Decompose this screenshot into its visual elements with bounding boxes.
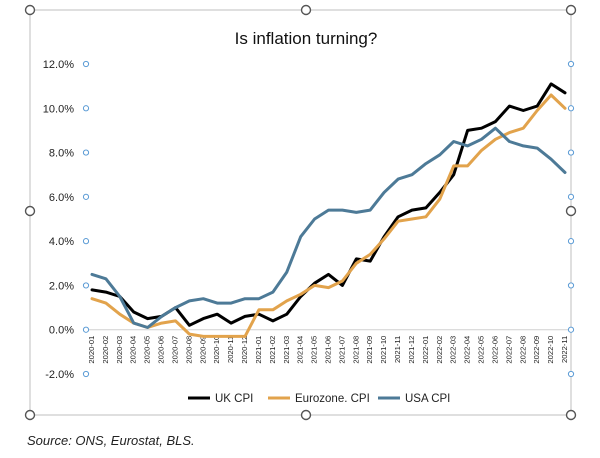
legend-label: UK CPI [215,393,253,405]
x-tick-label: 2020-10 [212,336,221,364]
x-tick-label: 2022-05 [477,336,486,364]
x-tick-label: 2022-11 [560,336,569,363]
chart-resize-handle[interactable] [300,409,312,421]
plot-area-handle[interactable] [82,149,90,156]
plot-area-handle[interactable] [567,326,575,333]
y-tick-label: 8.0% [49,148,74,160]
x-tick-label: 2021-12 [407,336,416,364]
series-line [90,126,567,329]
plot-area-handle[interactable] [82,370,90,378]
chart-resize-handle[interactable] [565,409,577,421]
x-tick-label: 2020-01 [87,336,96,364]
plot-area-handle[interactable] [567,282,575,289]
x-tick-label: 2021-01 [254,336,263,364]
x-axis-ticks: 2020-01 2020-02 2020-03 2020-04 2020-05 2020-… [87,336,569,364]
x-tick-label: 2021-05 [310,336,319,364]
source-note: Source: ONS, Eurostat, BLS. [27,433,195,448]
chart-resize-handle[interactable] [24,205,36,217]
x-tick-label: 2021-07 [337,336,346,364]
x-tick-label: 2022-06 [490,336,499,364]
chart-resize-handle[interactable] [24,4,36,16]
plot-area-handle[interactable] [567,238,575,245]
plot-area-handle[interactable] [82,193,90,200]
x-tick-label: 2022-10 [546,336,555,364]
x-tick-label: 2020-08 [184,336,193,364]
plot-area-handle[interactable] [82,238,90,245]
y-tick-label: 6.0% [49,192,74,204]
y-tick-label: 4.0% [49,236,74,248]
x-tick-label: 2020-12 [240,336,249,364]
x-tick-label: 2022-02 [435,336,444,364]
y-tick-label: 10.0% [43,103,74,115]
x-tick-label: 2020-04 [129,336,138,364]
x-tick-label: 2021-03 [282,336,291,364]
plot-area-handle[interactable] [82,282,90,289]
x-tick-label: 2022-03 [449,336,458,364]
plot-area-handle[interactable] [82,60,90,68]
x-tick-label: 2020-02 [101,336,110,364]
x-tick-label: 2021-06 [324,336,333,364]
x-tick-label: 2021-10 [379,336,388,364]
chart-selection-handles[interactable] [24,4,577,421]
x-tick-label: 2020-09 [198,336,207,364]
x-tick-label: 2020-06 [157,336,166,364]
y-tick-label: 12.0% [43,59,74,71]
plot-area-handle[interactable] [82,105,90,112]
legend: UK CPI Eurozone. CPI USA CPI [188,393,450,405]
x-tick-label: 2022-01 [421,336,430,364]
x-tick-label: 2021-02 [268,336,277,364]
x-tick-label: 2021-08 [351,336,360,364]
x-tick-label: 2020-05 [143,336,152,364]
x-tick-label: 2022-04 [463,336,472,364]
x-tick-label: 2021-09 [365,336,374,364]
y-tick-label: 2.0% [49,280,74,292]
chart-resize-handle[interactable] [565,205,577,217]
x-tick-label: 2020-07 [170,336,179,364]
chart-resize-handle[interactable] [565,4,577,16]
x-tick-label: 2020-03 [115,336,124,364]
y-tick-label: 0.0% [49,325,74,337]
plot-area-handle[interactable] [567,193,575,200]
plot-area-handle[interactable] [567,149,575,156]
chart-resize-handle[interactable] [300,4,312,16]
plot-area-handle[interactable] [82,326,90,333]
y-axis-ticks: 12.0% 10.0% 8.0% 6.0% 4.0% 2.0% 0.0% -2.0% [43,59,74,381]
plot-area-handle[interactable] [567,370,575,378]
x-tick-label: 2022-08 [518,336,527,364]
x-tick-label: 2022-09 [532,336,541,364]
series-line [90,93,567,338]
plot-area-handle[interactable] [567,60,575,68]
x-tick-label: 2021-11 [393,336,402,363]
legend-label: Eurozone. CPI [295,393,370,405]
chart-resize-handle[interactable] [24,409,36,421]
series-lines [90,82,567,338]
plot-area-handle[interactable] [567,105,575,112]
x-tick-label: 2021-04 [296,336,305,364]
chart-title: Is inflation turning? [235,29,378,48]
x-tick-label: 2020-11 [226,336,235,363]
y-tick-label: -2.0% [45,369,74,381]
plot-area-selection-handles[interactable] [82,60,575,378]
legend-label: USA CPI [405,393,450,405]
x-tick-label: 2022-07 [504,336,513,364]
